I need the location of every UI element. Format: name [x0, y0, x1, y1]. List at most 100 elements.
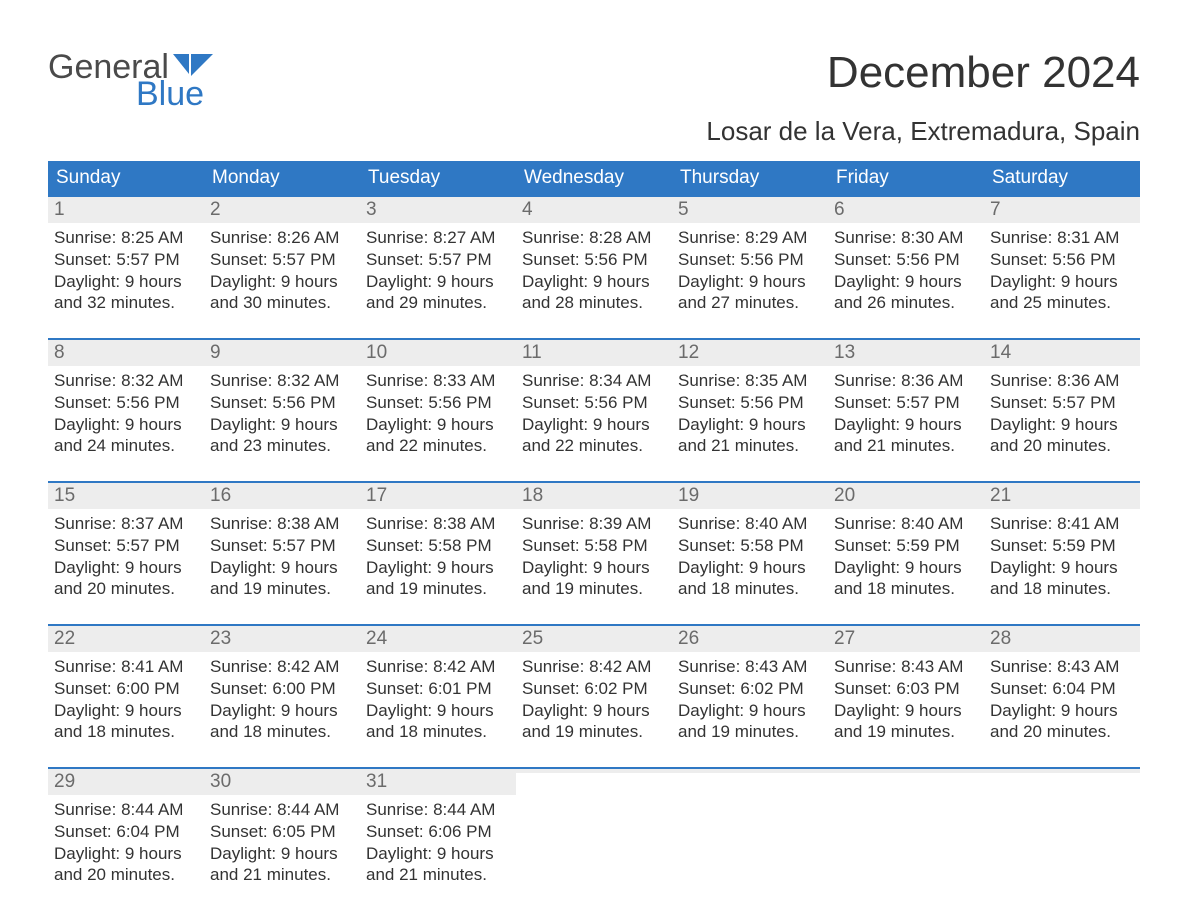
day-details: Sunrise: 8:37 AMSunset: 5:57 PMDaylight:… — [48, 509, 204, 600]
daylight-text: and 18 minutes. — [54, 721, 198, 743]
day-details: Sunrise: 8:44 AMSunset: 6:04 PMDaylight:… — [48, 795, 204, 886]
daylight-text: Daylight: 9 hours — [834, 700, 978, 722]
day-details: Sunrise: 8:35 AMSunset: 5:56 PMDaylight:… — [672, 366, 828, 457]
calendar: SundayMondayTuesdayWednesdayThursdayFrid… — [48, 161, 1140, 910]
sunset-text: Sunset: 5:57 PM — [54, 249, 198, 271]
calendar-day — [516, 769, 672, 910]
calendar-week: 1Sunrise: 8:25 AMSunset: 5:57 PMDaylight… — [48, 195, 1140, 338]
sunrise-text: Sunrise: 8:26 AM — [210, 227, 354, 249]
day-details: Sunrise: 8:31 AMSunset: 5:56 PMDaylight:… — [984, 223, 1140, 314]
day-number: 22 — [48, 626, 204, 652]
sunrise-text: Sunrise: 8:41 AM — [54, 656, 198, 678]
day-number: 20 — [828, 483, 984, 509]
month-title: December 2024 — [706, 48, 1140, 98]
sunrise-text: Sunrise: 8:42 AM — [210, 656, 354, 678]
daylight-text: and 18 minutes. — [678, 578, 822, 600]
day-details: Sunrise: 8:29 AMSunset: 5:56 PMDaylight:… — [672, 223, 828, 314]
daylight-text: and 20 minutes. — [990, 721, 1134, 743]
calendar-day: 27Sunrise: 8:43 AMSunset: 6:03 PMDayligh… — [828, 626, 984, 767]
sunrise-text: Sunrise: 8:43 AM — [678, 656, 822, 678]
daylight-text: Daylight: 9 hours — [522, 700, 666, 722]
daylight-text: Daylight: 9 hours — [54, 843, 198, 865]
day-details: Sunrise: 8:42 AMSunset: 6:02 PMDaylight:… — [516, 652, 672, 743]
sunrise-text: Sunrise: 8:44 AM — [210, 799, 354, 821]
sunset-text: Sunset: 6:00 PM — [54, 678, 198, 700]
day-details: Sunrise: 8:33 AMSunset: 5:56 PMDaylight:… — [360, 366, 516, 457]
weekday-header-row: SundayMondayTuesdayWednesdayThursdayFrid… — [48, 161, 1140, 195]
day-details: Sunrise: 8:28 AMSunset: 5:56 PMDaylight:… — [516, 223, 672, 314]
sunset-text: Sunset: 5:56 PM — [678, 392, 822, 414]
calendar-day: 21Sunrise: 8:41 AMSunset: 5:59 PMDayligh… — [984, 483, 1140, 624]
sunset-text: Sunset: 5:57 PM — [210, 535, 354, 557]
day-details: Sunrise: 8:44 AMSunset: 6:06 PMDaylight:… — [360, 795, 516, 886]
calendar-day: 23Sunrise: 8:42 AMSunset: 6:00 PMDayligh… — [204, 626, 360, 767]
sunset-text: Sunset: 6:02 PM — [678, 678, 822, 700]
daylight-text: and 19 minutes. — [522, 578, 666, 600]
day-number: 3 — [360, 197, 516, 223]
calendar-day: 2Sunrise: 8:26 AMSunset: 5:57 PMDaylight… — [204, 197, 360, 338]
sunrise-text: Sunrise: 8:41 AM — [990, 513, 1134, 535]
day-number: 6 — [828, 197, 984, 223]
header-row: General Blue December 2024 Losar de la V… — [48, 48, 1140, 147]
calendar-week: 15Sunrise: 8:37 AMSunset: 5:57 PMDayligh… — [48, 481, 1140, 624]
daylight-text: Daylight: 9 hours — [210, 843, 354, 865]
calendar-day: 8Sunrise: 8:32 AMSunset: 5:56 PMDaylight… — [48, 340, 204, 481]
calendar-day — [828, 769, 984, 910]
sunrise-text: Sunrise: 8:42 AM — [522, 656, 666, 678]
sunset-text: Sunset: 6:06 PM — [366, 821, 510, 843]
daylight-text: Daylight: 9 hours — [210, 271, 354, 293]
daylight-text: Daylight: 9 hours — [522, 557, 666, 579]
day-details: Sunrise: 8:43 AMSunset: 6:04 PMDaylight:… — [984, 652, 1140, 743]
sunset-text: Sunset: 5:57 PM — [366, 249, 510, 271]
sunrise-text: Sunrise: 8:43 AM — [834, 656, 978, 678]
day-number: 19 — [672, 483, 828, 509]
sunrise-text: Sunrise: 8:30 AM — [834, 227, 978, 249]
calendar-day: 22Sunrise: 8:41 AMSunset: 6:00 PMDayligh… — [48, 626, 204, 767]
sunrise-text: Sunrise: 8:44 AM — [366, 799, 510, 821]
daylight-text: and 21 minutes. — [678, 435, 822, 457]
sunrise-text: Sunrise: 8:29 AM — [678, 227, 822, 249]
daylight-text: and 32 minutes. — [54, 292, 198, 314]
sunrise-text: Sunrise: 8:38 AM — [210, 513, 354, 535]
calendar-day: 28Sunrise: 8:43 AMSunset: 6:04 PMDayligh… — [984, 626, 1140, 767]
calendar-week: 22Sunrise: 8:41 AMSunset: 6:00 PMDayligh… — [48, 624, 1140, 767]
sunset-text: Sunset: 5:59 PM — [834, 535, 978, 557]
day-details: Sunrise: 8:41 AMSunset: 6:00 PMDaylight:… — [48, 652, 204, 743]
daylight-text: Daylight: 9 hours — [834, 557, 978, 579]
daylight-text: Daylight: 9 hours — [54, 557, 198, 579]
daylight-text: and 22 minutes. — [366, 435, 510, 457]
sunset-text: Sunset: 5:56 PM — [522, 249, 666, 271]
daylight-text: and 21 minutes. — [210, 864, 354, 886]
sunset-text: Sunset: 5:57 PM — [54, 535, 198, 557]
sunrise-text: Sunrise: 8:33 AM — [366, 370, 510, 392]
daylight-text: and 25 minutes. — [990, 292, 1134, 314]
weekday-header: Saturday — [984, 161, 1140, 195]
daylight-text: and 19 minutes. — [210, 578, 354, 600]
sunrise-text: Sunrise: 8:44 AM — [54, 799, 198, 821]
daylight-text: Daylight: 9 hours — [366, 700, 510, 722]
day-number: 11 — [516, 340, 672, 366]
daylight-text: Daylight: 9 hours — [678, 700, 822, 722]
calendar-day: 9Sunrise: 8:32 AMSunset: 5:56 PMDaylight… — [204, 340, 360, 481]
day-number: 27 — [828, 626, 984, 652]
day-number: 4 — [516, 197, 672, 223]
location-subtitle: Losar de la Vera, Extremadura, Spain — [706, 116, 1140, 147]
day-details: Sunrise: 8:27 AMSunset: 5:57 PMDaylight:… — [360, 223, 516, 314]
day-details: Sunrise: 8:25 AMSunset: 5:57 PMDaylight:… — [48, 223, 204, 314]
sunset-text: Sunset: 6:02 PM — [522, 678, 666, 700]
calendar-day: 5Sunrise: 8:29 AMSunset: 5:56 PMDaylight… — [672, 197, 828, 338]
daylight-text: Daylight: 9 hours — [678, 271, 822, 293]
calendar-day: 25Sunrise: 8:42 AMSunset: 6:02 PMDayligh… — [516, 626, 672, 767]
day-number: 26 — [672, 626, 828, 652]
daylight-text: Daylight: 9 hours — [366, 414, 510, 436]
sunset-text: Sunset: 5:59 PM — [990, 535, 1134, 557]
calendar-day: 10Sunrise: 8:33 AMSunset: 5:56 PMDayligh… — [360, 340, 516, 481]
sunset-text: Sunset: 5:56 PM — [366, 392, 510, 414]
daylight-text: Daylight: 9 hours — [834, 414, 978, 436]
day-number: 9 — [204, 340, 360, 366]
daylight-text: and 29 minutes. — [366, 292, 510, 314]
daylight-text: Daylight: 9 hours — [54, 414, 198, 436]
sunset-text: Sunset: 5:56 PM — [54, 392, 198, 414]
weekday-header: Tuesday — [360, 161, 516, 195]
daylight-text: and 20 minutes. — [54, 864, 198, 886]
